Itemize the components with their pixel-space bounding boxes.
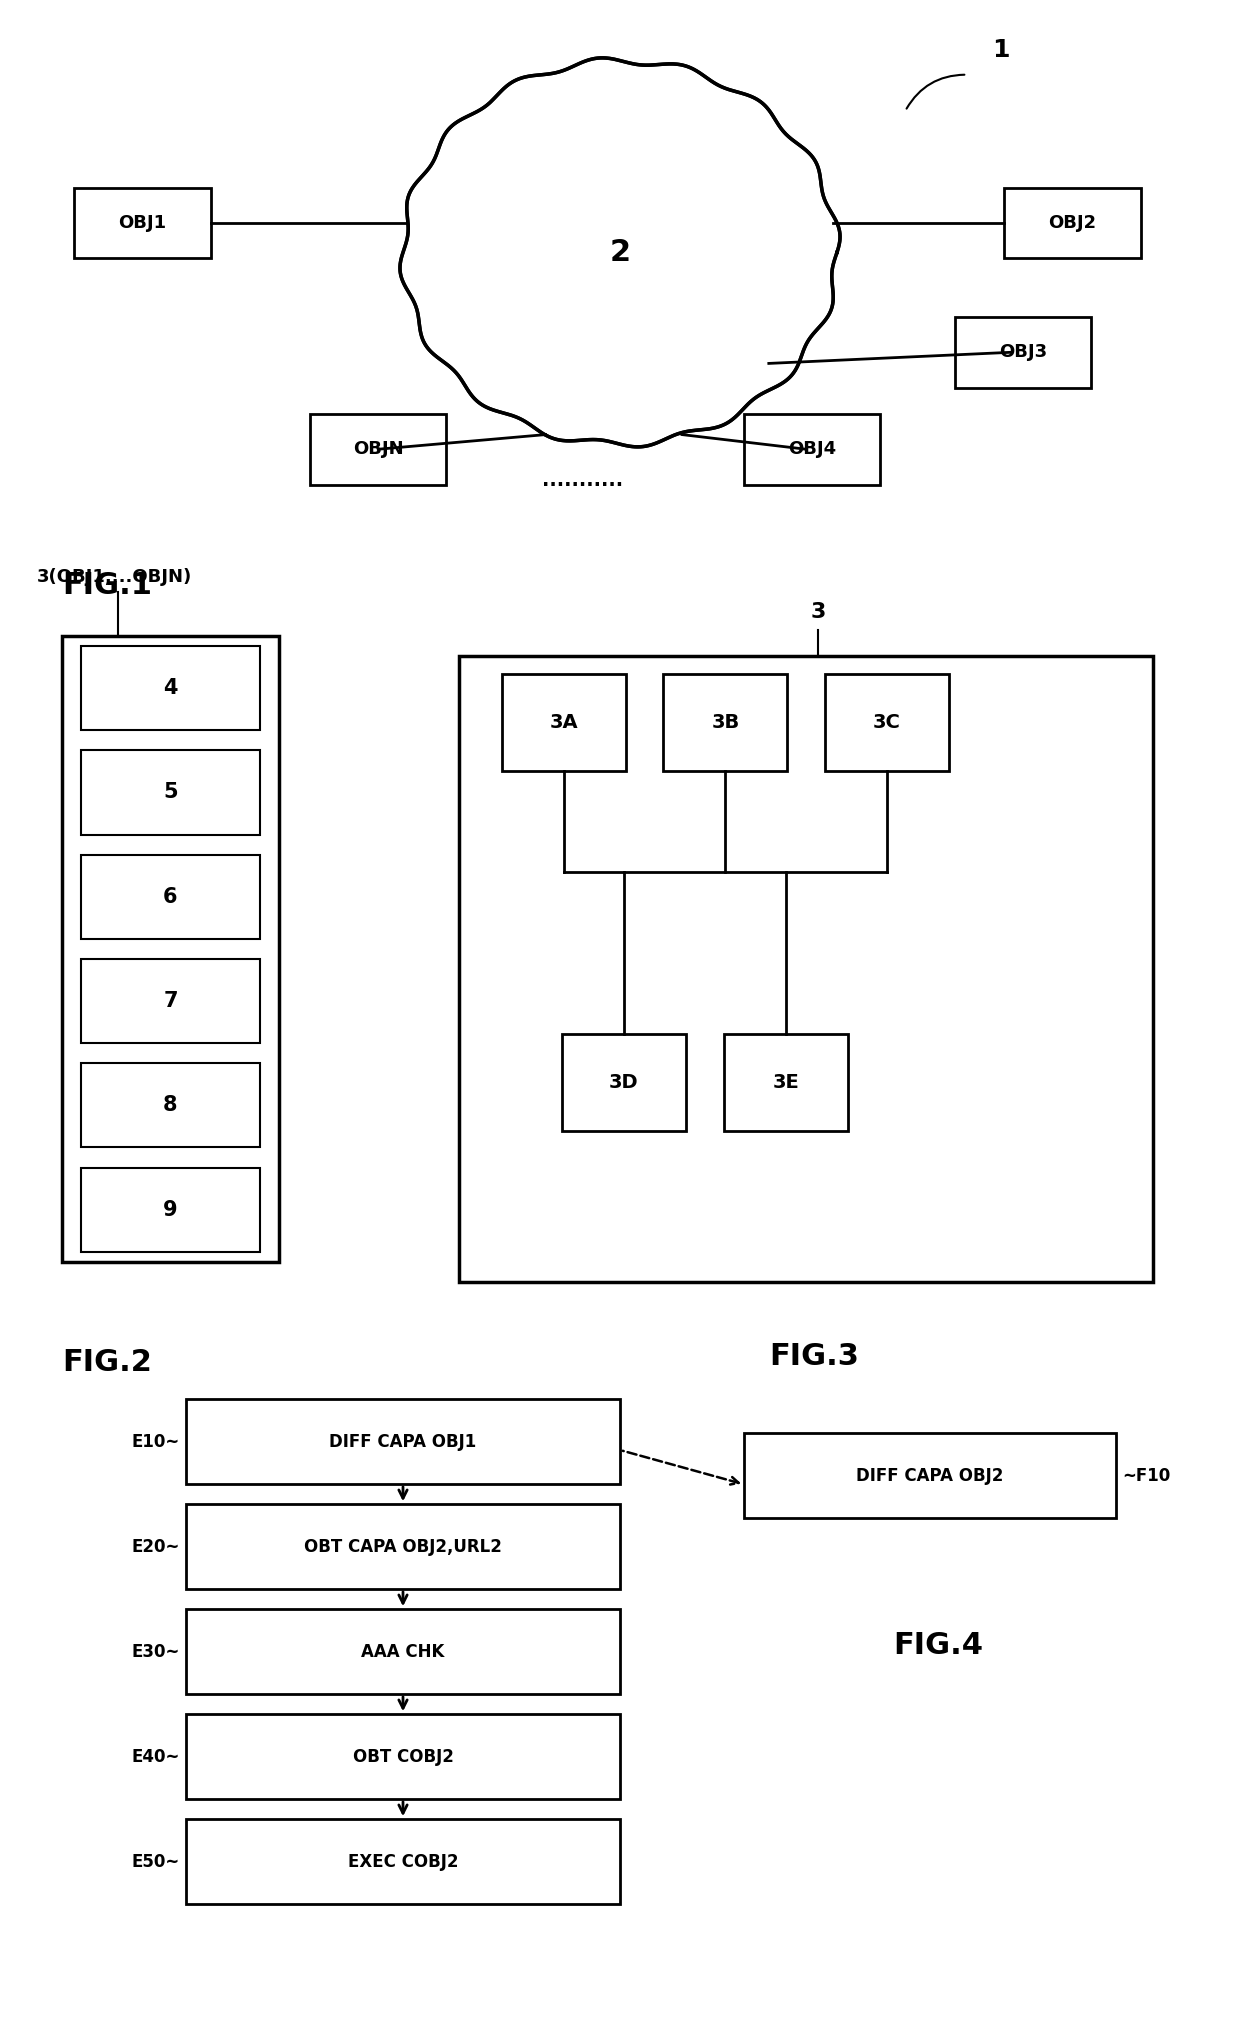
Text: 8: 8 xyxy=(164,1096,177,1114)
Text: 5: 5 xyxy=(164,783,177,802)
Text: OBJN: OBJN xyxy=(353,440,403,458)
FancyBboxPatch shape xyxy=(744,1433,1116,1518)
Text: 3C: 3C xyxy=(873,713,900,733)
FancyBboxPatch shape xyxy=(186,1399,620,1484)
Text: 3B: 3B xyxy=(712,713,739,733)
Text: 9: 9 xyxy=(164,1199,177,1219)
Text: ...........: ........... xyxy=(542,470,624,491)
Text: OBJ4: OBJ4 xyxy=(789,440,836,458)
Text: FIG.1: FIG.1 xyxy=(62,571,153,600)
Text: E40~: E40~ xyxy=(131,1748,180,1765)
Text: AAA CHK: AAA CHK xyxy=(361,1643,445,1660)
Text: 3A: 3A xyxy=(549,713,579,733)
FancyBboxPatch shape xyxy=(186,1714,620,1799)
Text: OBJ2: OBJ2 xyxy=(1049,214,1096,232)
Text: 4: 4 xyxy=(164,678,177,699)
FancyBboxPatch shape xyxy=(81,959,260,1044)
FancyBboxPatch shape xyxy=(724,1034,848,1131)
FancyBboxPatch shape xyxy=(186,1504,620,1589)
Text: EXEC COBJ2: EXEC COBJ2 xyxy=(347,1853,459,1870)
Text: OBT CAPA OBJ2,URL2: OBT CAPA OBJ2,URL2 xyxy=(304,1538,502,1555)
FancyBboxPatch shape xyxy=(81,646,260,731)
FancyBboxPatch shape xyxy=(81,1064,260,1147)
Text: DIFF CAPA OBJ2: DIFF CAPA OBJ2 xyxy=(857,1468,1003,1484)
Text: FIG.3: FIG.3 xyxy=(769,1343,858,1371)
FancyBboxPatch shape xyxy=(62,636,279,1262)
Text: FIG.2: FIG.2 xyxy=(62,1349,151,1377)
Text: 3D: 3D xyxy=(609,1072,639,1092)
Text: 3: 3 xyxy=(811,602,826,622)
FancyBboxPatch shape xyxy=(459,656,1153,1282)
FancyBboxPatch shape xyxy=(502,674,626,771)
Text: 3(OBJ1,...OBJN): 3(OBJ1,...OBJN) xyxy=(37,567,192,586)
FancyBboxPatch shape xyxy=(74,188,211,258)
FancyBboxPatch shape xyxy=(81,751,260,834)
Text: E10~: E10~ xyxy=(131,1433,180,1450)
Polygon shape xyxy=(401,59,839,446)
FancyBboxPatch shape xyxy=(955,317,1091,388)
FancyBboxPatch shape xyxy=(186,1819,620,1904)
FancyBboxPatch shape xyxy=(663,674,787,771)
Text: 7: 7 xyxy=(164,991,177,1012)
FancyBboxPatch shape xyxy=(562,1034,686,1131)
Text: OBJ1: OBJ1 xyxy=(119,214,166,232)
FancyBboxPatch shape xyxy=(744,414,880,485)
Text: OBJ3: OBJ3 xyxy=(999,343,1047,361)
FancyBboxPatch shape xyxy=(186,1609,620,1694)
Text: E30~: E30~ xyxy=(131,1643,180,1660)
Text: DIFF CAPA OBJ1: DIFF CAPA OBJ1 xyxy=(330,1433,476,1450)
Text: FIG.4: FIG.4 xyxy=(893,1631,983,1660)
FancyBboxPatch shape xyxy=(825,674,949,771)
FancyBboxPatch shape xyxy=(81,854,260,939)
Text: OBT COBJ2: OBT COBJ2 xyxy=(352,1748,454,1765)
FancyBboxPatch shape xyxy=(310,414,446,485)
Text: E50~: E50~ xyxy=(131,1853,180,1870)
Text: 2: 2 xyxy=(609,238,631,267)
Text: E20~: E20~ xyxy=(131,1538,180,1555)
Text: ~F10: ~F10 xyxy=(1122,1468,1171,1484)
Text: 1: 1 xyxy=(992,38,1009,63)
FancyBboxPatch shape xyxy=(81,1167,260,1252)
FancyBboxPatch shape xyxy=(1004,188,1141,258)
Text: 6: 6 xyxy=(164,886,177,907)
Text: 3E: 3E xyxy=(773,1072,800,1092)
